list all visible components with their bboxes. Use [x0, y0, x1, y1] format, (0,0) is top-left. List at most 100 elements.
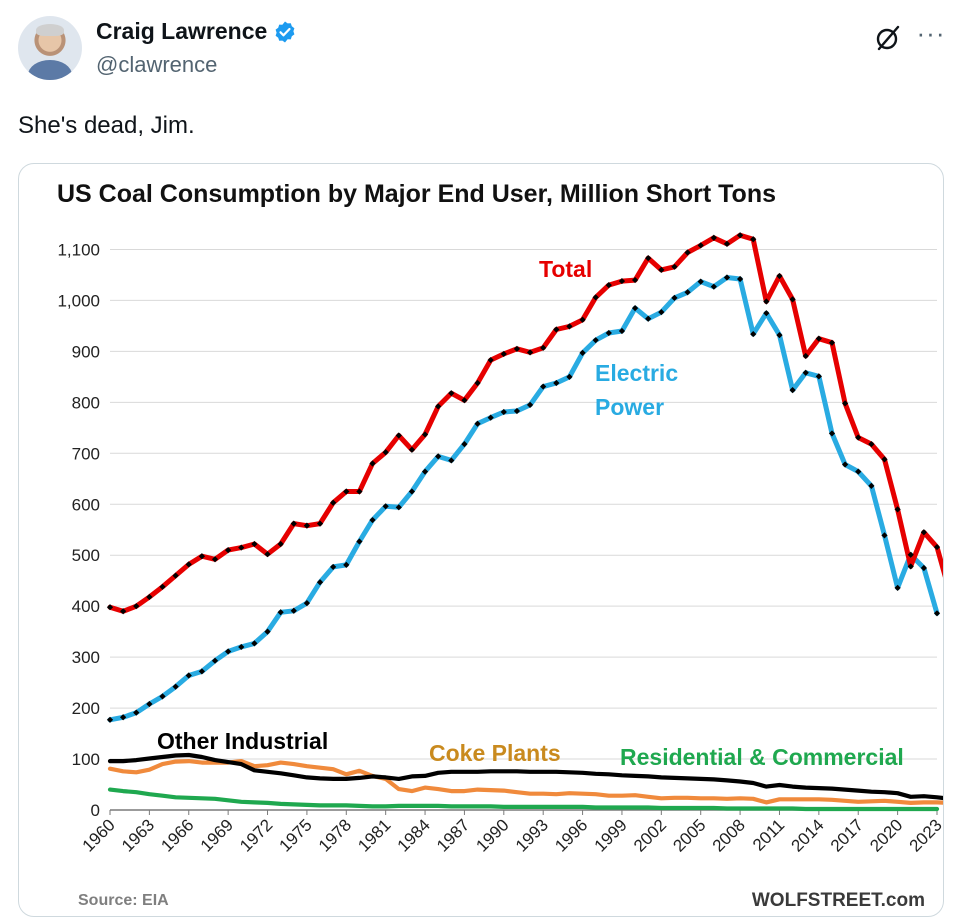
x-tick-label: 1963: [118, 815, 158, 855]
data-point-total: [421, 431, 429, 438]
data-point-total: [789, 296, 796, 303]
x-axis-ticks: 1960 1963 1966 1969 1972 1975 1978 1981 1984 1987…: [79, 810, 943, 856]
data-point-total: [408, 446, 416, 453]
data-point-total: [605, 282, 612, 289]
x-tick-label: 1972: [236, 815, 276, 855]
data-point-total: [855, 434, 862, 441]
y-tick-label: 100: [72, 750, 100, 769]
data-point-total: [369, 460, 376, 467]
x-tick-label: 1981: [354, 815, 394, 855]
data-point-total: [684, 249, 691, 256]
data-point-electric-power: [841, 461, 849, 468]
post-text: She's dead, Jim.: [18, 112, 195, 139]
x-tick-label: 1978: [315, 815, 355, 855]
series-line-other-industrial: [107, 752, 943, 801]
data-point-electric-power: [474, 420, 481, 427]
y-tick-label: 400: [72, 597, 100, 616]
series-annotations: Total Electric Power Other Industrial Coke P…: [157, 256, 904, 770]
x-tick-label: 1990: [472, 815, 512, 855]
x-tick-label: 2011: [749, 815, 788, 854]
y-tick-label: 200: [72, 699, 100, 718]
x-tick-label: 2014: [788, 815, 828, 855]
x-tick-label: 2002: [630, 815, 670, 855]
data-point-total: [382, 449, 389, 456]
post-header: Craig Lawrence @clawrence ···: [18, 12, 948, 82]
data-point-electric-power: [382, 503, 389, 510]
y-tick-label: 300: [72, 648, 100, 667]
x-tick-label: 1975: [276, 815, 316, 855]
y-axis-ticks: 0 100 200 300 400 500 600 700 800 900 1,000 1,100: [57, 240, 100, 820]
series-line-coke-plants: [107, 758, 943, 806]
data-point-electric-power: [395, 504, 402, 511]
verified-badge-icon: [275, 21, 295, 42]
author-handle[interactable]: @clawrence: [96, 52, 218, 77]
y-tick-label: 1,100: [57, 240, 100, 259]
data-point-electric-power: [684, 289, 691, 296]
data-point-total: [658, 266, 665, 273]
data-point-electric-power: [448, 457, 455, 464]
avatar-shirt: [28, 60, 72, 80]
annotation-power: Power: [595, 394, 664, 420]
data-point-total: [395, 432, 402, 439]
data-point-electric-power: [356, 538, 363, 545]
data-point-electric-power: [330, 563, 337, 571]
x-tick-label: 2008: [709, 815, 749, 855]
media-card[interactable]: US Coal Consumption by Major End User, M…: [18, 163, 944, 917]
y-tick-label: 800: [72, 393, 100, 412]
data-point-electric-power: [421, 468, 429, 475]
data-point-total: [330, 499, 337, 506]
x-tick-label: 1993: [512, 815, 552, 855]
x-tick-label: 2005: [669, 815, 709, 855]
data-point-electric-power: [920, 564, 927, 572]
x-tick-label: 1984: [394, 815, 434, 855]
author-name-text[interactable]: Craig Lawrence: [96, 18, 268, 44]
data-point-total: [920, 529, 927, 536]
data-point-electric-power: [894, 584, 901, 591]
data-point-total: [290, 520, 297, 527]
coal-consumption-chart: US Coal Consumption by Major End User, M…: [57, 180, 943, 911]
x-tick-label: 1999: [591, 815, 631, 855]
y-tick-label: 1,000: [57, 291, 100, 310]
y-tick-label: 700: [72, 444, 100, 463]
data-point-total: [343, 488, 350, 495]
annotation-electric: Electric: [595, 360, 678, 386]
x-tick-label: 1966: [157, 815, 197, 855]
x-tick-label: 2023: [906, 815, 943, 855]
data-point-electric-power: [736, 275, 744, 283]
data-point-electric-power: [461, 441, 468, 448]
data-point-total: [356, 488, 363, 495]
data-point-electric-power: [408, 488, 416, 495]
data-point-electric-power: [658, 309, 665, 316]
x-tick-label: 2017: [827, 815, 867, 855]
data-point-electric-power: [303, 600, 311, 607]
more-icon[interactable]: ···: [916, 18, 946, 48]
data-point-total: [316, 520, 324, 527]
y-tick-label: 500: [72, 546, 100, 565]
data-point-electric-power: [435, 453, 442, 460]
author-name[interactable]: Craig Lawrence: [96, 18, 297, 45]
x-tick-label: 1987: [433, 815, 473, 855]
data-point-electric-power: [500, 408, 507, 416]
chart-title: US Coal Consumption by Major End User, M…: [57, 180, 776, 208]
x-tick-label: 1969: [197, 815, 237, 855]
annotation-coke-plants: Coke Plants: [429, 740, 561, 766]
grok-icon[interactable]: [874, 24, 902, 52]
data-point-electric-power: [789, 387, 796, 394]
y-tick-label: 900: [72, 342, 100, 361]
y-tick-label: 0: [91, 801, 100, 820]
x-tick-label: 2020: [866, 815, 906, 855]
y-tick-label: 600: [72, 495, 100, 514]
series-line-electric-power: [107, 275, 940, 723]
chart-source: Source: EIA: [78, 892, 169, 909]
x-tick-label: 1960: [79, 815, 119, 855]
data-point-total: [461, 397, 468, 404]
annotation-other-industrial: Other Industrial: [157, 728, 328, 754]
grid-lines: [110, 248, 937, 811]
data-point-electric-power: [369, 516, 376, 524]
avatar[interactable]: [18, 16, 82, 80]
data-point-electric-power: [343, 561, 350, 569]
series-lines: [107, 232, 943, 812]
annotation-total: Total: [539, 256, 592, 282]
data-point-total: [448, 390, 455, 397]
x-tick-label: 1996: [551, 815, 591, 855]
